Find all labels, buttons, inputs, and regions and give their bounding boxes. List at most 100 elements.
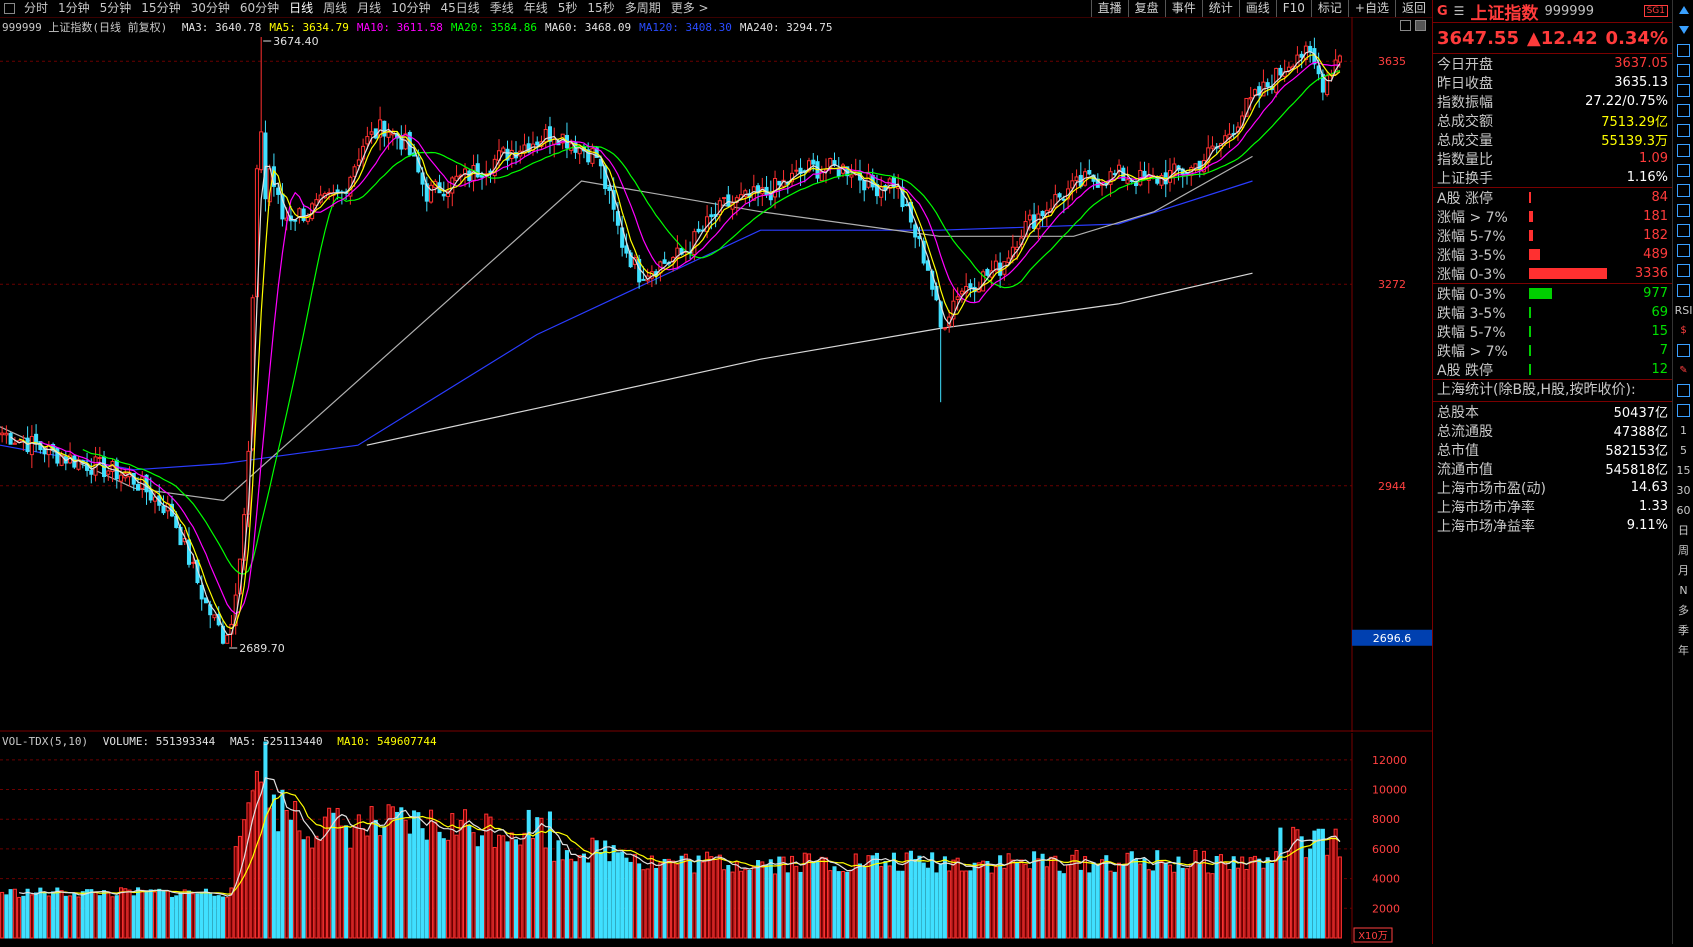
tab-period[interactable]: 30分钟	[190, 1, 230, 15]
kline-canvas[interactable]: 3635 3272 2944 2696.6 3674.40 2689.70	[0, 17, 1432, 732]
volume-bar	[4, 894, 9, 939]
toolbar-button[interactable]: F10	[1275, 0, 1311, 17]
toolbar-button[interactable]: 复盘	[1127, 0, 1165, 17]
side-period-4[interactable]: 60	[1676, 503, 1691, 517]
toolbar-button[interactable]: 直播	[1090, 0, 1128, 17]
side-period-6[interactable]: 周	[1678, 544, 1689, 557]
menu-icon[interactable]: ☰	[1453, 4, 1465, 18]
distribution-count: 3336	[1634, 266, 1668, 281]
table-icon[interactable]	[1673, 60, 1693, 80]
volume-canvas[interactable]: 12000 10000 8000 6000 4000 2000 X10万	[0, 733, 1432, 944]
vol-axis-label: 4000	[1372, 873, 1400, 886]
volume-bar	[891, 852, 896, 939]
tab-period[interactable]: 15秒	[587, 1, 615, 15]
minimize-icon[interactable]	[1400, 20, 1411, 31]
g-mark[interactable]: G	[1437, 3, 1448, 19]
volume-bar	[535, 817, 540, 939]
volume-bar	[836, 871, 841, 939]
volume-bar	[191, 893, 196, 939]
candle	[505, 148, 510, 161]
volume-bar	[471, 832, 476, 939]
arrow-down-icon[interactable]	[1673, 20, 1693, 40]
side-period-7[interactable]: 月	[1678, 564, 1689, 577]
volume-bar	[586, 862, 591, 939]
toolbar-button[interactable]: 事件	[1164, 0, 1202, 17]
side-period-2[interactable]: 15	[1676, 463, 1691, 477]
toolbar-button[interactable]: +自选	[1347, 0, 1395, 17]
tab-period[interactable]: 60分钟	[239, 1, 280, 15]
candle	[1108, 171, 1113, 185]
candle	[985, 268, 990, 276]
volume-bar	[131, 895, 136, 939]
candle	[1070, 180, 1075, 189]
side-period-3[interactable]: 30	[1676, 483, 1691, 497]
wave-icon[interactable]	[1673, 280, 1693, 300]
volume-bar	[412, 810, 417, 939]
tab-period[interactable]: 10分钟	[391, 1, 431, 15]
kline-icon[interactable]	[1673, 120, 1693, 140]
volume-bar	[709, 856, 714, 939]
tab-period[interactable]: 5秒	[557, 1, 578, 15]
bar-chart-icon[interactable]	[1673, 100, 1693, 120]
side-period-0[interactable]: 1	[1680, 423, 1687, 437]
side-period-10[interactable]: 季	[1678, 624, 1689, 637]
toolbar-button[interactable]: 统计	[1201, 0, 1239, 17]
tab-period[interactable]: 45日线	[440, 1, 480, 15]
volume-bar	[1134, 859, 1139, 939]
multi-chart-icon[interactable]	[1673, 240, 1693, 260]
sheet-icon[interactable]	[1673, 200, 1693, 220]
circle-icon[interactable]	[1673, 260, 1693, 280]
grid-icon[interactable]	[1673, 40, 1693, 60]
fund-icon[interactable]	[1673, 160, 1693, 180]
crosshair-icon[interactable]	[1673, 340, 1693, 360]
fs-icon[interactable]	[1673, 380, 1693, 400]
side-period-1[interactable]: 5	[1680, 443, 1687, 457]
tab-period[interactable]: 更多 >	[670, 1, 709, 15]
side-period-8[interactable]: N	[1679, 583, 1688, 597]
candle	[794, 169, 799, 172]
settings-icon[interactable]	[1415, 20, 1426, 31]
volume-bar	[399, 807, 404, 939]
volume-bar	[976, 862, 981, 939]
list-icon[interactable]	[1673, 140, 1693, 160]
toolbar-button[interactable]: 返回	[1394, 0, 1432, 17]
tab-period[interactable]: 1分钟	[58, 1, 90, 15]
tab-period[interactable]: 年线	[523, 1, 548, 15]
tab-period[interactable]: 季线	[489, 1, 514, 15]
volume-bar	[1010, 859, 1015, 939]
volume-bar	[1006, 853, 1011, 939]
rsi-icon[interactable]: RSI	[1674, 303, 1693, 317]
tab-period[interactable]: 5分钟	[99, 1, 132, 15]
toolbar-button[interactable]: 标记	[1310, 0, 1348, 17]
kline-chart[interactable]: 3635 3272 2944 2696.6 3674.40 2689.70 999999 …	[0, 17, 1432, 732]
volume-bar	[144, 890, 149, 939]
side-period-5[interactable]: 日	[1678, 524, 1689, 537]
volume-bar	[225, 897, 230, 939]
volume-bar	[0, 891, 5, 939]
coin-icon[interactable]: $	[1680, 324, 1687, 336]
tab-period[interactable]: 多周期	[624, 1, 661, 15]
tab-period[interactable]: 15分钟	[141, 1, 181, 15]
volume-chart[interactable]: 12000 10000 8000 6000 4000 2000 X10万 VOL-TDX(5…	[0, 733, 1432, 944]
index-name: 上证指数	[1470, 3, 1539, 24]
sg-badge[interactable]: SG1	[1643, 5, 1668, 17]
volume-bar	[152, 891, 158, 939]
tab-period[interactable]: 月线	[357, 1, 382, 15]
tab-period[interactable]: 周线	[323, 1, 348, 15]
arrow-up-icon[interactable]	[1673, 0, 1693, 20]
pen-icon[interactable]: ✎	[1679, 364, 1688, 376]
volume-bar	[530, 837, 536, 939]
compare-icon[interactable]	[1673, 180, 1693, 200]
toolbar-button[interactable]: 画线	[1238, 0, 1276, 17]
side-period-9[interactable]: 多	[1678, 604, 1689, 617]
line-chart-icon[interactable]	[1673, 80, 1693, 100]
layout-icon[interactable]	[4, 3, 15, 14]
tab-period[interactable]: 日线	[289, 1, 314, 15]
tab-period[interactable]: 分时	[24, 1, 49, 15]
grid2-icon[interactable]	[1673, 400, 1693, 420]
f10-icon[interactable]	[1673, 220, 1693, 240]
volume-bar	[564, 850, 569, 939]
volume-bar	[777, 856, 782, 939]
side-period-11[interactable]: 年	[1678, 644, 1689, 657]
vol-indicator-label[interactable]: VOL-TDX(5,10)	[2, 735, 89, 748]
